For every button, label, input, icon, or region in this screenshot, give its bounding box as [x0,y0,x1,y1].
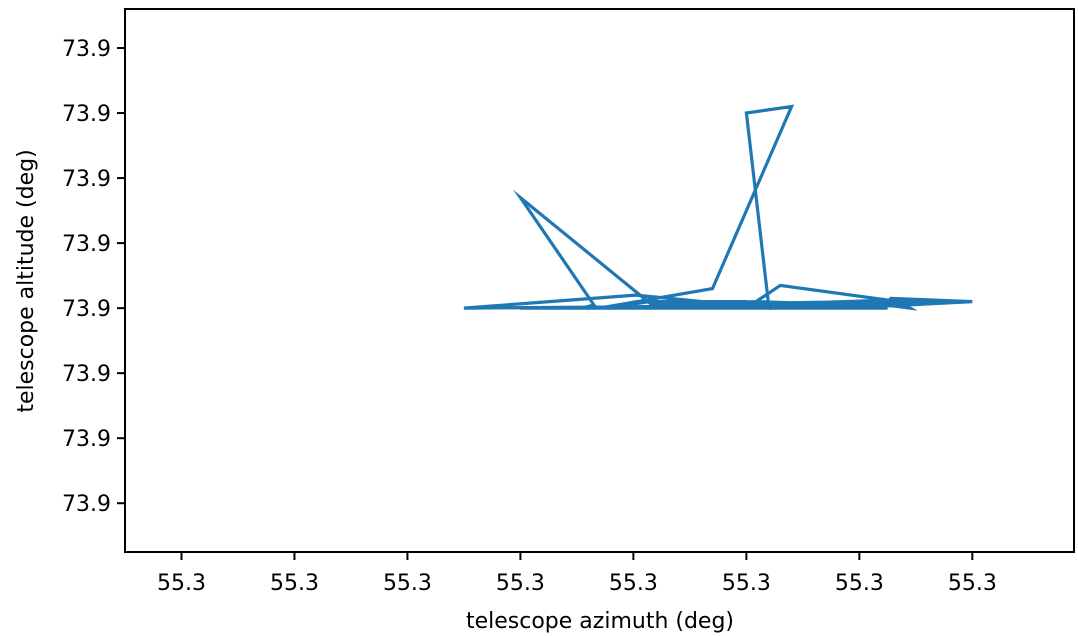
x-tick-label: 55.3 [496,571,545,596]
x-tick-label: 55.3 [948,571,997,596]
x-tick-label: 55.3 [383,571,432,596]
y-tick-label: 73.9 [62,427,111,452]
x-tick-label: 55.3 [157,571,206,596]
plot-lines [463,104,973,311]
x-tick-label: 55.3 [722,571,771,596]
plot-frame [124,8,1075,553]
x-axis-ticks: 55.3 55.3 55.3 55.3 55.3 55.3 55.3 55.3 [157,552,997,596]
series-line-0 [463,104,973,311]
x-axis-label: telescope azimuth (deg) [466,609,734,634]
y-axis-ticks: 73.9 73.9 73.9 73.9 73.9 73.9 73.9 73.9 [62,37,125,517]
y-tick-label: 73.9 [62,492,111,517]
y-tick-label: 73.9 [62,37,111,62]
y-tick-label: 73.9 [62,362,111,387]
y-tick-label: 73.9 [62,297,111,322]
y-tick-label: 73.9 [62,167,111,192]
x-tick-label: 55.3 [270,571,319,596]
x-tick-label: 55.3 [609,571,658,596]
x-tick-label: 55.3 [835,571,884,596]
y-tick-label: 73.9 [62,232,111,257]
y-tick-label: 73.9 [62,102,111,127]
y-axis-label: telescope altitude (deg) [14,149,39,412]
